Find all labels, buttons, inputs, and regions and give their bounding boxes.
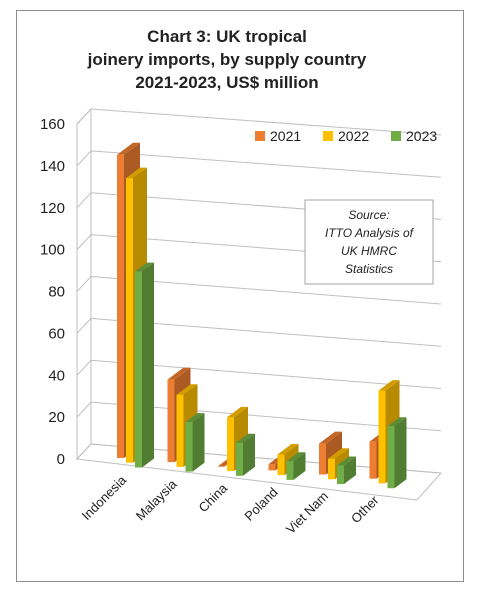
x-tick-label: Malaysia xyxy=(133,476,180,523)
bar-top-2023-china xyxy=(236,433,255,443)
bar-2021-other xyxy=(369,441,377,479)
bar-top-2022-malaysia xyxy=(176,384,198,395)
bars xyxy=(117,142,407,489)
y-tick-label: 120 xyxy=(40,200,65,217)
bar-side-2023-indonesia xyxy=(142,262,154,468)
bar-2021-malaysia xyxy=(167,379,175,463)
bar-2023-malaysia xyxy=(185,422,193,472)
legend-label-2021: 2021 xyxy=(270,128,301,144)
gridline-40 xyxy=(76,359,442,389)
bar-top-2022-other xyxy=(378,380,400,391)
chart-title-line-3: 2021-2023, US$ million xyxy=(135,73,318,92)
bar-top-2023-other xyxy=(387,417,407,427)
y-tick-label: 80 xyxy=(48,284,65,301)
x-tick-label: Indonesia xyxy=(79,472,130,523)
x-tick-label: China xyxy=(195,480,230,515)
y-tick-label: 40 xyxy=(48,367,65,384)
bar-2022-other xyxy=(378,390,386,484)
y-tick-label: 60 xyxy=(48,325,65,342)
gridline-60 xyxy=(76,317,442,347)
bar-top-2023-indonesia xyxy=(135,262,154,272)
bar-2023-indonesia xyxy=(135,271,142,468)
y-axis: 0 20 40 60 80 100 120 140 160 xyxy=(40,116,78,468)
bar-top-2023-malaysia xyxy=(185,413,205,423)
x-tick-label: Poland xyxy=(241,485,280,524)
chart-title: Chart 3: UK tropical joinery imports, by… xyxy=(87,27,367,92)
bar-2022-poland xyxy=(277,454,285,476)
legend-swatch-2023 xyxy=(391,131,401,141)
legend: 2021 2022 2023 xyxy=(255,128,437,144)
source-note-box xyxy=(304,199,434,285)
bar-top-2021-malaysia xyxy=(167,367,191,380)
chart-title-line-2: joinery imports, by supply country xyxy=(87,50,367,69)
bar-2022-indonesia xyxy=(126,178,133,463)
bar-side-2023-china xyxy=(243,433,255,476)
y-tick-label: 20 xyxy=(48,409,65,426)
source-note: Source: ITTO Analysis of UK HMRC Statist… xyxy=(304,199,434,285)
x-tick-label: Viet Nam xyxy=(283,489,331,537)
bar-side-2023-malaysia xyxy=(192,413,205,472)
gridline-140 xyxy=(76,150,442,178)
bar-top-2023-poland xyxy=(286,452,306,462)
chart-frame: Chart 3: UK tropical joinery imports, by… xyxy=(16,10,464,582)
bar-2023-other xyxy=(387,426,395,489)
bar-2021-china xyxy=(218,466,225,467)
y-tick-label: 0 xyxy=(57,451,65,468)
gridline-20 xyxy=(76,401,442,432)
bar-2021-indonesia xyxy=(117,154,124,459)
bar-top-2022-poland xyxy=(277,444,299,455)
y-tick-label: 140 xyxy=(40,158,65,175)
chart-title-line-1: Chart 3: UK tropical xyxy=(147,27,307,46)
chart-canvas: Chart 3: UK tropical joinery imports, by… xyxy=(40,27,443,537)
gridline-80 xyxy=(76,275,442,305)
source-note-line-1: Source: xyxy=(348,208,389,222)
bar-side-2023-other xyxy=(394,417,407,489)
y-tick-label: 100 xyxy=(40,242,65,259)
source-note-line-2: ITTO Analysis of xyxy=(325,226,415,240)
bar-top-2021-viet-nam xyxy=(319,431,342,444)
bar-2023-china xyxy=(236,442,243,476)
y-tick-label: 160 xyxy=(40,116,65,133)
gridline-160 xyxy=(76,108,442,136)
x-tick-label: Other xyxy=(348,492,382,526)
bar-2022-china xyxy=(227,417,234,471)
bar-2022-viet-nam xyxy=(328,458,335,480)
bar-2022-malaysia xyxy=(176,394,184,467)
bar-2023-viet-nam xyxy=(337,465,344,485)
bar-2021-poland xyxy=(268,464,276,471)
legend-swatch-2021 xyxy=(255,131,265,141)
bar-2023-poland xyxy=(286,461,294,480)
bar-top-2022-viet-nam xyxy=(328,448,349,459)
bar-top-2022-china xyxy=(227,406,248,418)
legend-label-2022: 2022 xyxy=(338,128,369,144)
bar-top-2023-viet-nam xyxy=(337,456,356,466)
bar-side-2023-poland xyxy=(293,452,306,480)
bar-side-2023-viet-nam xyxy=(344,456,356,484)
bar-top-2022-indonesia xyxy=(126,167,147,179)
bar-top-2021-indonesia xyxy=(117,142,140,155)
bar-2021-viet-nam xyxy=(319,443,326,475)
source-note-line-3: UK HMRC xyxy=(341,244,397,258)
source-note-line-4: Statistics xyxy=(345,262,393,276)
legend-label-2023: 2023 xyxy=(406,128,437,144)
legend-swatch-2022 xyxy=(323,131,333,141)
